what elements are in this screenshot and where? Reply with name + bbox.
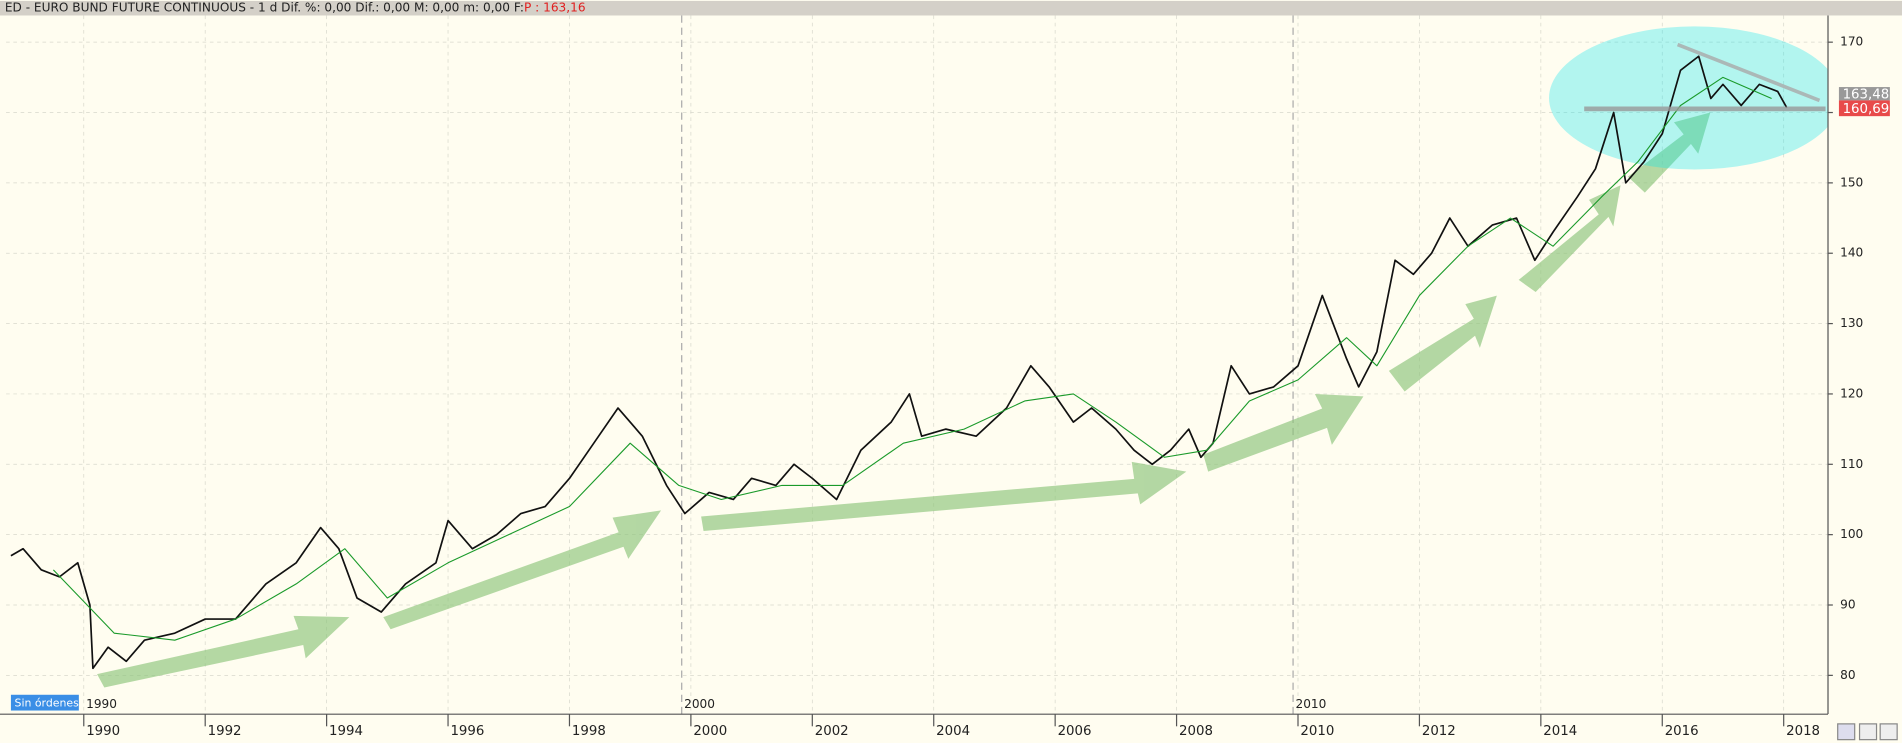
decade-label: 1990 — [86, 697, 117, 711]
arrow — [1388, 295, 1497, 392]
y-tick-label: 140 — [1840, 246, 1863, 260]
x-tick-label: 2012 — [1422, 724, 1456, 739]
arrow — [1627, 112, 1711, 193]
x-tick-label: 2008 — [1179, 724, 1213, 739]
chart-title: ED - EURO BUND FUTURE CONTINUOUS - 1 d D… — [5, 1, 524, 15]
price-box — [1838, 87, 1890, 101]
highlight-ellipse — [1549, 26, 1841, 170]
y-tick-label: 170 — [1840, 35, 1863, 49]
arrow — [701, 461, 1187, 532]
x-tick-label: 2016 — [1665, 724, 1699, 739]
price-info: P : 163,16 — [524, 1, 586, 15]
orders-badge-label: Sin órdenes — [15, 696, 80, 709]
x-tick-label: 1990 — [86, 724, 120, 739]
y-tick-label: 120 — [1840, 386, 1863, 400]
y-tick-label: 110 — [1840, 457, 1863, 471]
x-tick-label: 1992 — [208, 724, 242, 739]
plot — [10, 55, 1788, 670]
price-label: 163,48 — [1843, 87, 1890, 102]
resistance-line — [1676, 42, 1821, 103]
x-tick-label: 1996 — [450, 724, 484, 739]
x-tick-label: 2010 — [1300, 724, 1334, 739]
orders-badge[interactable] — [10, 694, 79, 711]
arrow — [1203, 393, 1364, 472]
x-tick-label: 1998 — [572, 724, 606, 739]
price-line — [10, 55, 1788, 670]
moving-average-line — [52, 76, 1772, 641]
decade-label: 2010 — [1295, 697, 1326, 711]
x-tick-label: 2014 — [1543, 724, 1577, 739]
decade-label: 2000 — [684, 697, 715, 711]
x-tick-label: 2000 — [693, 724, 727, 739]
x-tick-label: 2006 — [1058, 724, 1092, 739]
toolbar-button[interactable] — [1858, 723, 1878, 741]
price-box — [1838, 100, 1890, 117]
y-axis-area — [1828, 15, 1902, 743]
toolbar-button[interactable] — [1837, 723, 1856, 741]
y-tick-label: 130 — [1840, 316, 1863, 330]
x-tick-label: 2018 — [1786, 724, 1820, 739]
price-label: 160,69 — [1843, 102, 1890, 117]
arrow — [1518, 185, 1621, 293]
y-tick-label: 80 — [1840, 668, 1855, 682]
header-bar — [0, 0, 1902, 16]
y-tick-label: 150 — [1840, 175, 1863, 189]
axes: 8090100110120130140150160170199019921994… — [83, 35, 1863, 739]
x-tick-label: 2004 — [936, 724, 970, 739]
x-tick-label: 1994 — [329, 724, 363, 739]
toolbar-button[interactable] — [1879, 723, 1898, 741]
arrow — [383, 510, 662, 630]
trend-arrows — [97, 112, 1711, 688]
x-tick-label: 2002 — [815, 724, 849, 739]
y-tick-label: 90 — [1840, 598, 1855, 612]
arrow — [97, 615, 350, 688]
y-tick-label: 100 — [1840, 527, 1863, 541]
x-axis-area — [0, 714, 1902, 743]
